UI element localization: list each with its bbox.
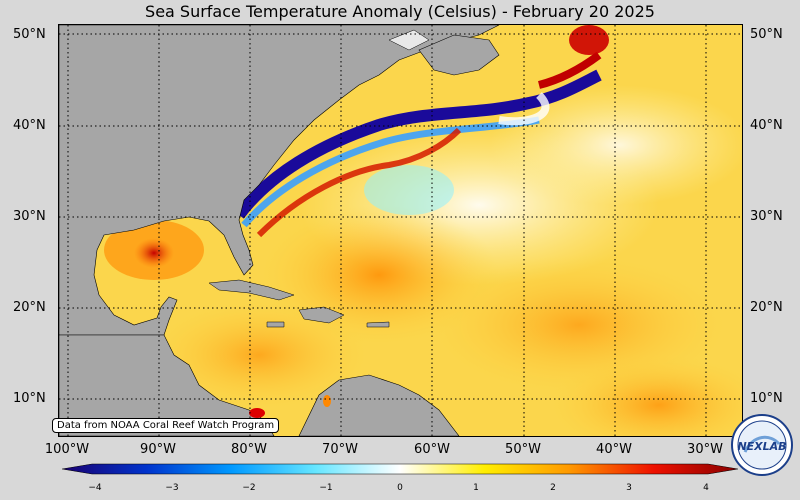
lon-label: 100°W (44, 442, 90, 457)
map-canvas (59, 25, 742, 436)
warm-anomaly-patch (569, 25, 609, 55)
lon-label: 80°W (231, 442, 267, 457)
lat-label-left: 20°N (13, 300, 46, 315)
lon-label: 90°W (140, 442, 176, 457)
sst-anomaly-map (58, 24, 743, 437)
colorbar-tick: 4 (703, 483, 709, 493)
lon-label: 50°W (505, 442, 541, 457)
lon-label: 40°W (596, 442, 632, 457)
lat-label-right: 50°N (750, 27, 783, 42)
lat-label-left: 40°N (13, 118, 46, 133)
lat-label-left: 30°N (13, 209, 46, 224)
coastal-hot-spot (249, 408, 265, 418)
lat-label-right: 20°N (750, 300, 783, 315)
jamaica-island (266, 321, 285, 328)
cuba-island (208, 279, 295, 301)
colorbar-tick: 3 (626, 483, 632, 493)
sea-ice-patch (388, 29, 430, 51)
lat-label-right: 10°N (750, 391, 783, 406)
graticule (59, 25, 742, 436)
data-credit: Data from NOAA Coral Reef Watch Program (52, 418, 280, 433)
lat-label-right: 30°N (750, 209, 783, 224)
cool-anomaly-band (241, 116, 540, 228)
coastal-warm-spot (323, 395, 331, 407)
lat-label-left: 10°N (13, 391, 46, 406)
colorbar-tick: −4 (88, 483, 102, 493)
north-america-landmass (59, 25, 500, 336)
colorbar-tick: 1 (473, 483, 479, 493)
colorbar-tick: 0 (397, 483, 403, 493)
south-america-landmass (298, 374, 460, 436)
ocean-warm-region (149, 300, 369, 410)
colorbar (62, 463, 738, 475)
lon-label: 70°W (322, 442, 358, 457)
hispaniola-island (298, 306, 345, 324)
lon-label: 60°W (414, 442, 450, 457)
nexlab-logo: NEXLAB (731, 414, 793, 476)
cold-anomaly-band (234, 69, 602, 219)
central-america-landmass (59, 334, 275, 436)
warm-anomaly-band (537, 51, 602, 89)
lat-label-left: 50°N (13, 27, 46, 42)
lon-label: 30°W (687, 442, 723, 457)
neutral-anomaly-band (498, 92, 550, 126)
warm-anomaly-band (256, 127, 462, 238)
ocean-warm-region (549, 355, 742, 436)
map-title: Sea Surface Temperature Anomaly (Celsius… (145, 2, 655, 21)
lat-label-right: 40°N (750, 118, 783, 133)
gulf-hot-patch (134, 238, 174, 268)
ocean-cool-region (489, 85, 742, 205)
puerto-rico-island (366, 321, 390, 328)
colorbar-tick: −1 (319, 483, 333, 493)
colorbar-tick: −3 (165, 483, 179, 493)
colorbar-tick: 2 (550, 483, 556, 493)
colorbar-tick: −2 (242, 483, 256, 493)
svg-text:NEXLAB: NEXLAB (737, 440, 786, 453)
newfoundland-landmass (418, 34, 500, 76)
ocean-cool-patch (364, 165, 454, 215)
